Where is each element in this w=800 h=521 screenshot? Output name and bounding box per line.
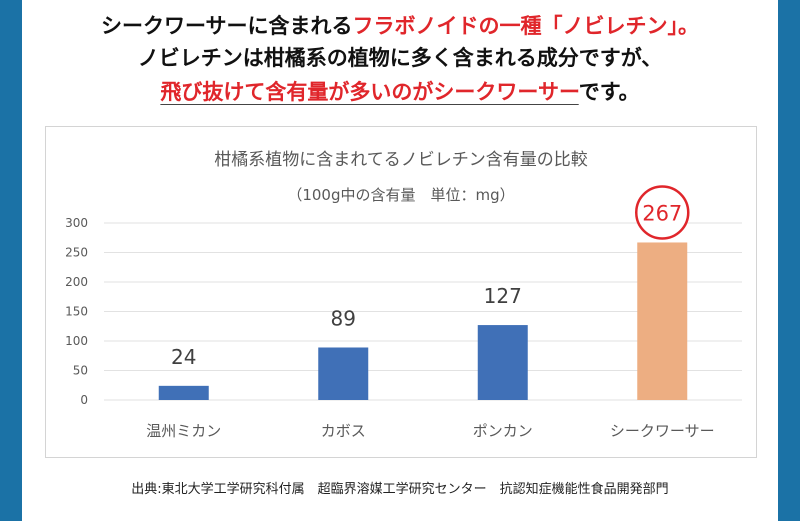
y-tick-label-5: 250: [65, 246, 88, 260]
y-tick-label-0: 0: [80, 393, 88, 407]
headline-line-1-highlight: フラボノイドの一種「ノビレチン」: [352, 14, 679, 38]
headline-line-3-highlight: 飛び抜けて含有量が多いのがシークワーサー: [160, 80, 579, 104]
source-citation: 出典:東北大学工学研究科付属 超臨界溶媒工学研究センター 抗認知症機能性食品開発…: [131, 482, 669, 497]
y-tick-label-3: 150: [65, 305, 88, 319]
y-tick-label-4: 200: [65, 275, 88, 289]
data-label-0: 24: [171, 345, 196, 369]
headline-line-2: ノビレチンは柑橘系の植物に多く含まれる成分ですが、: [137, 46, 663, 70]
headline-line-3-end: です。: [578, 80, 640, 104]
headline-line-3: 飛び抜けて含有量が多いのがシークワーサーです。: [22, 76, 778, 106]
x-tick-label-3: シークワーサー: [610, 422, 715, 440]
headline-line-1-end: 。: [678, 14, 700, 38]
highlight-ring: [635, 185, 690, 240]
chart-title: 柑橘系植物に含まれてるノビレチン含有量の比較: [214, 150, 588, 170]
data-label-1: 89: [331, 306, 356, 330]
nobiletin-bar-chart: 柑橘系植物に含まれてるノビレチン含有量の比較 （100g中の含有量 単位：mg） 0…: [65, 150, 742, 440]
chart-subtitle: （100g中の含有量 単位：mg）: [287, 186, 514, 204]
bar-3: [637, 242, 688, 400]
x-tick-label-1: カボス: [321, 422, 366, 440]
headline-line-1-text: シークワーサーに含まれる: [100, 14, 353, 38]
bar-0: [158, 385, 209, 400]
content-panel: シークワーサーに含まれるフラボノイドの一種「ノビレチン」。 ノビレチンは柑橘系の…: [22, 0, 778, 521]
y-tick-label-6: 300: [65, 216, 88, 230]
chart-frame: 柑橘系植物に含まれてるノビレチン含有量の比較 （100g中の含有量 単位：mg） 0…: [45, 126, 757, 458]
bar-1: [318, 347, 369, 400]
data-label-3: 267: [642, 201, 682, 225]
x-tick-label-2: ポンカン: [473, 422, 533, 440]
bar-2: [477, 325, 528, 400]
x-tick-label-0: 温州ミカン: [146, 422, 221, 440]
data-label-2: 127: [484, 284, 522, 308]
y-tick-label-1: 50: [73, 364, 88, 378]
headline-line-1: シークワーサーに含まれるフラボノイドの一種「ノビレチン」。: [22, 10, 778, 40]
y-tick-label-2: 100: [65, 334, 88, 348]
